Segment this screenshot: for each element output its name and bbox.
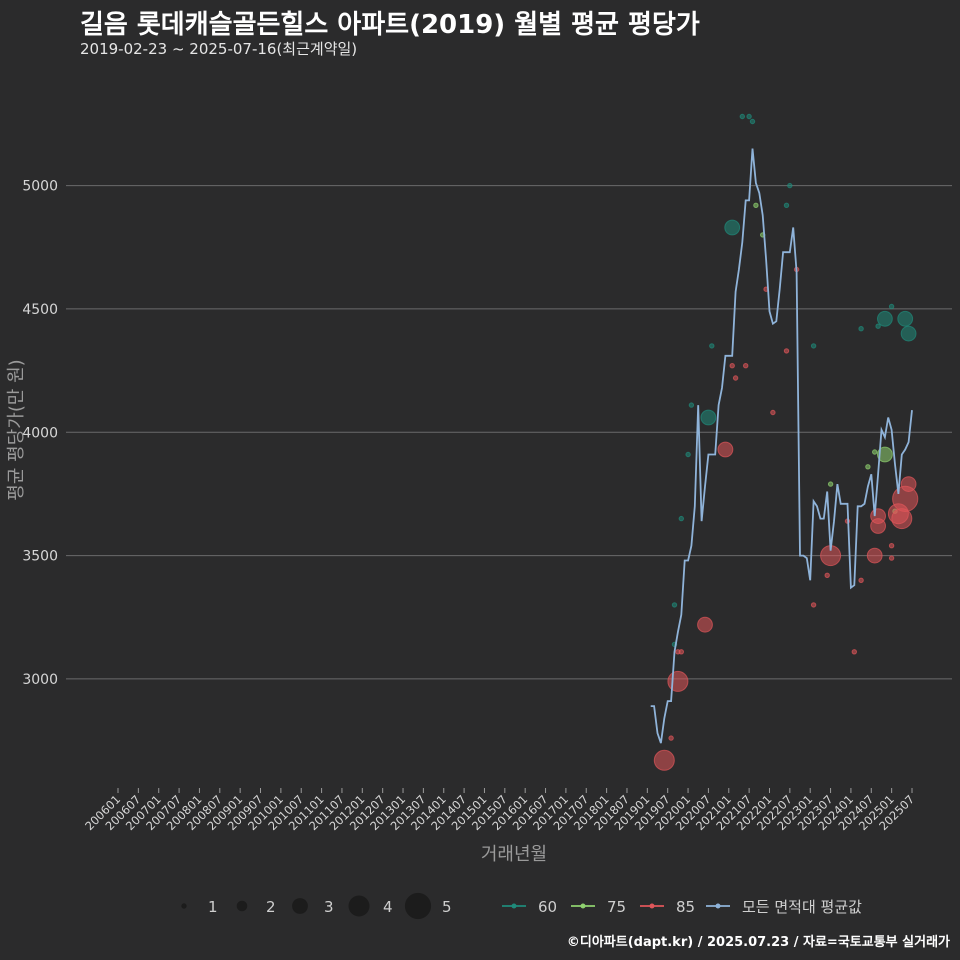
legend-size-marker bbox=[404, 892, 432, 920]
y-tick-label: 4000 bbox=[22, 425, 58, 441]
legend-size-marker bbox=[348, 895, 370, 917]
point-60 bbox=[877, 310, 893, 327]
point-85 bbox=[729, 363, 735, 369]
legend-size-marker bbox=[292, 898, 308, 914]
point-75 bbox=[827, 481, 834, 487]
chart-legend: 1 2 3 4 5 60 75 85 모든 면적대 평균값 bbox=[181, 892, 862, 920]
y-axis: 3000 3500 4000 4500 5000 bbox=[22, 179, 58, 688]
y-tick-label: 3000 bbox=[22, 672, 58, 688]
legend-size-marker bbox=[181, 903, 187, 909]
point-60 bbox=[685, 451, 691, 458]
y-tick-label: 3500 bbox=[22, 549, 58, 565]
legend-size-label: 5 bbox=[442, 898, 452, 916]
point-60 bbox=[810, 343, 817, 349]
point-85 bbox=[783, 348, 790, 354]
legend-series-label: 모든 면적대 평균값 bbox=[742, 898, 862, 916]
point-60 bbox=[783, 202, 790, 209]
point-85 bbox=[668, 735, 674, 741]
point-60 bbox=[724, 219, 741, 236]
point-60 bbox=[875, 323, 881, 329]
legend-series-label: 60 bbox=[538, 898, 557, 916]
point-75 bbox=[753, 202, 759, 209]
point-85 bbox=[678, 649, 684, 655]
legend-size-label: 4 bbox=[383, 898, 393, 916]
point-60 bbox=[787, 182, 793, 189]
point-85 bbox=[667, 670, 689, 692]
point-60 bbox=[749, 118, 756, 125]
y-tick-label: 4500 bbox=[22, 302, 58, 318]
gridlines bbox=[66, 185, 952, 680]
point-85 bbox=[732, 375, 739, 381]
legend-size-marker bbox=[236, 900, 248, 912]
x-axis: 2006012006072007012007072008012008072009… bbox=[82, 788, 917, 833]
series-line-average bbox=[650, 148, 913, 744]
point-60 bbox=[709, 343, 715, 349]
point-85 bbox=[858, 577, 864, 583]
point-75 bbox=[872, 449, 878, 455]
point-60 bbox=[900, 325, 917, 342]
y-tick-label: 5000 bbox=[22, 179, 58, 195]
chart-title: 길음 롯데캐슬골든힐스 아파트(2019) 월별 평균 평당가 bbox=[80, 10, 700, 40]
legend-size-label: 3 bbox=[324, 898, 334, 916]
point-60 bbox=[888, 303, 895, 310]
point-85 bbox=[743, 363, 749, 369]
point-60 bbox=[700, 409, 717, 426]
legend-series-label: 75 bbox=[607, 898, 626, 916]
point-60 bbox=[897, 310, 914, 327]
point-60 bbox=[739, 113, 745, 120]
x-axis-label: 거래년월 bbox=[481, 844, 547, 865]
point-85 bbox=[888, 543, 895, 549]
legend-dot bbox=[715, 903, 721, 909]
point-60 bbox=[858, 326, 864, 332]
legend-dot bbox=[580, 903, 586, 909]
point-85 bbox=[770, 409, 776, 416]
point-60 bbox=[671, 602, 678, 608]
source-credit: ©디아파트(dapt.kr) / 2025.07.23 / 자료=국토교통부 실… bbox=[566, 935, 950, 950]
point-85 bbox=[888, 555, 895, 561]
legend-series-label: 85 bbox=[676, 898, 695, 916]
y-axis-label: 평균 평당가(만 원) bbox=[6, 359, 27, 500]
legend-size-label: 2 bbox=[266, 898, 276, 916]
data-marks bbox=[650, 113, 919, 771]
point-85 bbox=[851, 649, 857, 655]
point-60 bbox=[678, 515, 684, 522]
point-85 bbox=[900, 476, 917, 493]
point-85 bbox=[697, 616, 713, 633]
legend-dot bbox=[511, 903, 517, 909]
point-85 bbox=[653, 749, 675, 771]
point-75 bbox=[865, 464, 871, 470]
point-85 bbox=[870, 518, 886, 534]
point-60 bbox=[688, 402, 695, 408]
point-85 bbox=[891, 508, 913, 530]
point-85 bbox=[810, 602, 817, 608]
point-60 bbox=[746, 113, 752, 120]
point-85 bbox=[824, 572, 830, 578]
legend-size-label: 1 bbox=[208, 898, 218, 916]
point-85 bbox=[717, 441, 734, 458]
legend-dot bbox=[649, 903, 655, 909]
point-75 bbox=[877, 446, 893, 463]
point-85 bbox=[866, 547, 883, 564]
chart-subtitle: 2019-02-23 ~ 2025-07-16(최근계약일) bbox=[80, 40, 358, 58]
